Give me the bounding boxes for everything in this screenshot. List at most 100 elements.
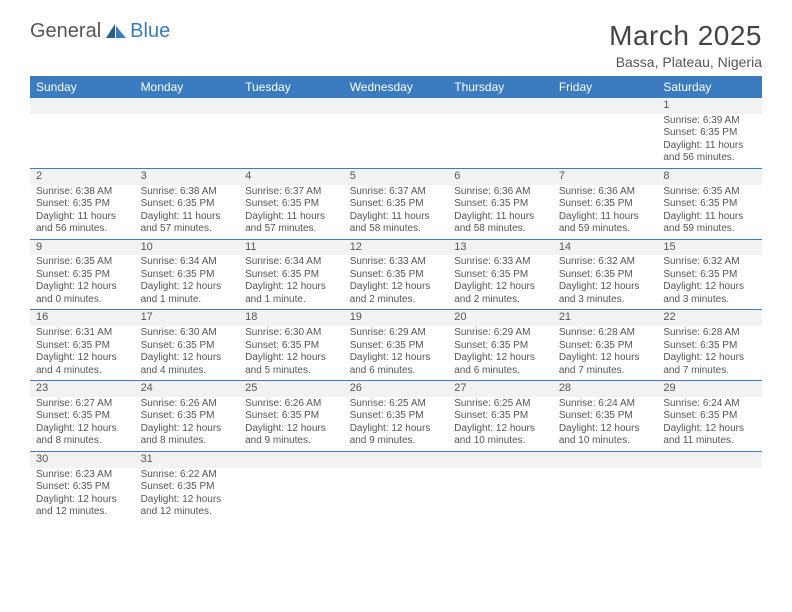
day-detail-cell: Sunrise: 6:27 AMSunset: 6:35 PMDaylight:… bbox=[30, 397, 135, 452]
daylight-text: Daylight: 11 hours and 58 minutes. bbox=[454, 211, 547, 236]
day-number-cell: 8 bbox=[657, 168, 762, 184]
sunset-text: Sunset: 6:35 PM bbox=[559, 410, 652, 423]
sunset-text: Sunset: 6:35 PM bbox=[663, 410, 756, 423]
sunrise-text: Sunrise: 6:35 AM bbox=[36, 256, 129, 269]
daylight-text: Daylight: 11 hours and 58 minutes. bbox=[350, 211, 443, 236]
week-detail-row: Sunrise: 6:38 AMSunset: 6:35 PMDaylight:… bbox=[30, 185, 762, 240]
day-number-cell: 26 bbox=[344, 381, 449, 397]
week-detail-row: Sunrise: 6:39 AMSunset: 6:35 PMDaylight:… bbox=[30, 114, 762, 169]
daylight-text: Daylight: 12 hours and 8 minutes. bbox=[36, 423, 129, 448]
sunset-text: Sunset: 6:35 PM bbox=[350, 340, 443, 353]
day-number-cell: 6 bbox=[448, 168, 553, 184]
daylight-text: Daylight: 12 hours and 5 minutes. bbox=[245, 352, 338, 377]
daylight-text: Daylight: 12 hours and 11 minutes. bbox=[663, 423, 756, 448]
week-daynum-row: 2345678 bbox=[30, 168, 762, 184]
sunrise-text: Sunrise: 6:24 AM bbox=[559, 398, 652, 411]
sunset-text: Sunset: 6:35 PM bbox=[663, 127, 756, 140]
day-number-cell: 5 bbox=[344, 168, 449, 184]
sunrise-text: Sunrise: 6:36 AM bbox=[454, 186, 547, 199]
day-header: Sunday bbox=[30, 76, 135, 98]
day-number-cell bbox=[448, 451, 553, 467]
sunset-text: Sunset: 6:35 PM bbox=[454, 410, 547, 423]
week-detail-row: Sunrise: 6:27 AMSunset: 6:35 PMDaylight:… bbox=[30, 397, 762, 452]
week-daynum-row: 1 bbox=[30, 98, 762, 114]
logo-text-blue: Blue bbox=[130, 20, 170, 43]
day-number-cell: 9 bbox=[30, 239, 135, 255]
day-detail-cell: Sunrise: 6:36 AMSunset: 6:35 PMDaylight:… bbox=[553, 185, 658, 240]
daylight-text: Daylight: 12 hours and 7 minutes. bbox=[663, 352, 756, 377]
day-detail-cell: Sunrise: 6:25 AMSunset: 6:35 PMDaylight:… bbox=[344, 397, 449, 452]
sunrise-text: Sunrise: 6:37 AM bbox=[350, 186, 443, 199]
week-detail-row: Sunrise: 6:31 AMSunset: 6:35 PMDaylight:… bbox=[30, 326, 762, 381]
week-detail-row: Sunrise: 6:23 AMSunset: 6:35 PM Daylight:… bbox=[30, 468, 762, 522]
day-detail-cell: Sunrise: 6:24 AMSunset: 6:35 PMDaylight:… bbox=[553, 397, 658, 452]
sunrise-text: Sunrise: 6:29 AM bbox=[454, 327, 547, 340]
day-number-cell: 17 bbox=[135, 310, 240, 326]
sunrise-text: Sunrise: 6:27 AM bbox=[36, 398, 129, 411]
day-number-cell: 28 bbox=[553, 381, 658, 397]
day-detail-cell: Sunrise: 6:38 AMSunset: 6:35 PMDaylight:… bbox=[30, 185, 135, 240]
day-number-cell: 7 bbox=[553, 168, 658, 184]
day-detail-cell: Sunrise: 6:30 AMSunset: 6:35 PMDaylight:… bbox=[135, 326, 240, 381]
sunset-text: Sunset: 6:35 PM bbox=[141, 410, 234, 423]
sunrise-text: Sunrise: 6:22 AM bbox=[141, 469, 234, 482]
daylight-text: Daylight: 12 hours and 1 minute. bbox=[141, 281, 234, 306]
daylight-text: Daylight: 12 hours and 10 minutes. bbox=[454, 423, 547, 448]
sunrise-text: Sunrise: 6:38 AM bbox=[141, 186, 234, 199]
sunset-text: Sunset: 6:35 PM bbox=[245, 269, 338, 282]
day-detail-cell: Sunrise: 6:25 AMSunset: 6:35 PMDaylight:… bbox=[448, 397, 553, 452]
day-number-cell: 29 bbox=[657, 381, 762, 397]
day-detail-cell: Sunrise: 6:28 AMSunset: 6:35 PMDaylight:… bbox=[657, 326, 762, 381]
day-number-cell: 3 bbox=[135, 168, 240, 184]
sunset-text: Sunset: 6:35 PM bbox=[36, 481, 129, 494]
sunrise-text: Sunrise: 6:26 AM bbox=[141, 398, 234, 411]
sunrise-text: Sunrise: 6:35 AM bbox=[663, 186, 756, 199]
sunrise-text: Sunrise: 6:39 AM bbox=[663, 115, 756, 128]
day-detail-cell: Sunrise: 6:37 AMSunset: 6:35 PMDaylight:… bbox=[344, 185, 449, 240]
daylight-text: Daylight: 11 hours and 56 minutes. bbox=[36, 211, 129, 236]
daylight-text: Daylight: 12 hours and 12 minutes. bbox=[141, 494, 234, 519]
daylight-text: Daylight: 12 hours and 6 minutes. bbox=[454, 352, 547, 377]
daylight-text: Daylight: 12 hours and 4 minutes. bbox=[141, 352, 234, 377]
sunset-text: Sunset: 6:35 PM bbox=[36, 340, 129, 353]
day-number-cell: 11 bbox=[239, 239, 344, 255]
header: General Blue March 2025 Bassa, Plateau, … bbox=[30, 20, 762, 70]
logo-text-general: General bbox=[30, 20, 101, 43]
day-number-cell: 16 bbox=[30, 310, 135, 326]
sunset-text: Sunset: 6:35 PM bbox=[245, 198, 338, 211]
day-detail-cell bbox=[344, 468, 449, 522]
sunset-text: Sunset: 6:35 PM bbox=[454, 198, 547, 211]
day-number-cell bbox=[135, 98, 240, 114]
sunrise-text: Sunrise: 6:36 AM bbox=[559, 186, 652, 199]
day-number-cell bbox=[344, 98, 449, 114]
day-number-cell: 13 bbox=[448, 239, 553, 255]
day-detail-cell: Sunrise: 6:24 AMSunset: 6:35 PMDaylight:… bbox=[657, 397, 762, 452]
day-number-cell: 31 bbox=[135, 451, 240, 467]
daylight-text: Daylight: 11 hours and 57 minutes. bbox=[141, 211, 234, 236]
sunset-text: Sunset: 6:35 PM bbox=[36, 269, 129, 282]
sunrise-text: Sunrise: 6:34 AM bbox=[141, 256, 234, 269]
day-number-cell: 10 bbox=[135, 239, 240, 255]
week-detail-row: Sunrise: 6:35 AMSunset: 6:35 PMDaylight:… bbox=[30, 255, 762, 310]
day-detail-cell bbox=[448, 114, 553, 169]
sunset-text: Sunset: 6:35 PM bbox=[559, 198, 652, 211]
day-number-cell: 12 bbox=[344, 239, 449, 255]
day-number-cell: 30 bbox=[30, 451, 135, 467]
day-detail-cell bbox=[239, 114, 344, 169]
daylight-text: Daylight: 12 hours and 0 minutes. bbox=[36, 281, 129, 306]
sunrise-text: Sunrise: 6:31 AM bbox=[36, 327, 129, 340]
sunrise-text: Sunrise: 6:33 AM bbox=[454, 256, 547, 269]
day-number-cell: 1 bbox=[657, 98, 762, 114]
day-detail-cell: Sunrise: 6:23 AMSunset: 6:35 PMDaylight:… bbox=[30, 468, 135, 522]
day-detail-cell: Sunrise: 6:33 AMSunset: 6:35 PMDaylight:… bbox=[344, 255, 449, 310]
sunrise-text: Sunrise: 6:23 AM bbox=[36, 469, 129, 482]
day-detail-cell bbox=[553, 468, 658, 522]
sunset-text: Sunset: 6:35 PM bbox=[663, 340, 756, 353]
sunset-text: Sunset: 6:35 PM bbox=[350, 269, 443, 282]
day-number-cell: 25 bbox=[239, 381, 344, 397]
day-detail-cell bbox=[239, 468, 344, 522]
daylight-text: Daylight: 11 hours and 57 minutes. bbox=[245, 211, 338, 236]
day-header: Wednesday bbox=[344, 76, 449, 98]
sunset-text: Sunset: 6:35 PM bbox=[36, 410, 129, 423]
sunrise-text: Sunrise: 6:25 AM bbox=[350, 398, 443, 411]
